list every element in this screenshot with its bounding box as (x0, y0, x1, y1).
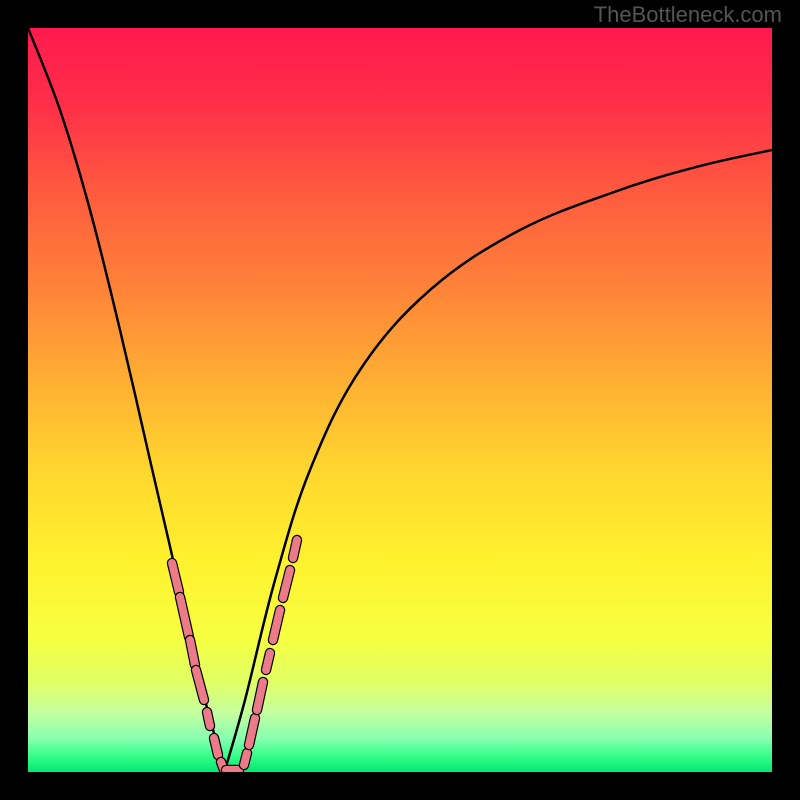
scatter-segment (293, 540, 297, 558)
chart-container: TheBottleneck.com (0, 0, 800, 800)
scatter-segment (266, 653, 270, 670)
bottleneck-curve (28, 28, 772, 779)
scatter-segment (190, 640, 195, 665)
scatter-segment (244, 753, 247, 765)
watermark-text: TheBottleneck.com (594, 2, 782, 28)
scatter-segment (207, 712, 210, 726)
scatter-segment (214, 738, 218, 755)
scatter-segment (180, 597, 189, 637)
scatter-segment (196, 670, 204, 700)
chart-svg (0, 0, 800, 800)
